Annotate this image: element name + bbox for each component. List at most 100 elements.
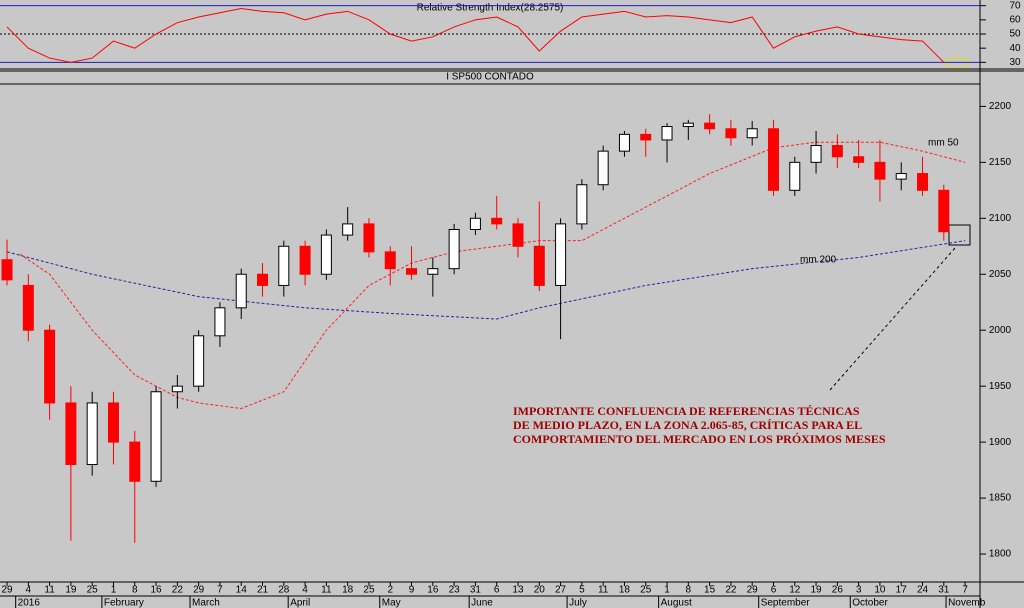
candle-body xyxy=(107,402,119,443)
candle-body xyxy=(746,128,758,139)
candle-body xyxy=(704,122,716,130)
x-tick-label: 2 xyxy=(387,585,393,596)
candle-body xyxy=(640,133,652,141)
month-label: March xyxy=(192,598,220,608)
x-tick-label: 21 xyxy=(257,585,269,596)
x-tick-label: 31 xyxy=(938,585,950,596)
candle-body xyxy=(853,156,865,163)
x-tick-label: 3 xyxy=(856,585,862,596)
candle-body xyxy=(320,234,332,275)
candle-body xyxy=(448,228,460,270)
x-tick-label: 18 xyxy=(619,585,631,596)
candle-body xyxy=(193,335,205,387)
candle-body xyxy=(682,122,694,128)
x-tick-label: 1 xyxy=(664,585,670,596)
rsi-line xyxy=(6,7,945,63)
month-label: Novemb xyxy=(948,598,986,608)
candle-body xyxy=(427,268,439,275)
y-tick-label: 1850 xyxy=(989,493,1012,504)
x-tick-label: 4 xyxy=(26,585,32,596)
y-tick-label: 2200 xyxy=(989,101,1012,112)
candle-body xyxy=(86,402,98,465)
candle-body xyxy=(895,173,907,180)
annotation: DE MEDIO PLAZO, EN LA ZONA 2.065-85, CRÍ… xyxy=(513,418,862,432)
candle-body xyxy=(597,150,609,186)
x-tick-label: 19 xyxy=(811,585,823,596)
month-label: October xyxy=(852,598,888,608)
month-label: May xyxy=(382,598,401,608)
x-tick-label: 18 xyxy=(342,585,354,596)
candle-body xyxy=(555,223,567,286)
candle-body xyxy=(831,145,843,158)
x-tick-label: 17 xyxy=(896,585,908,596)
highlight-box xyxy=(948,224,971,246)
x-tick-label: 19 xyxy=(65,585,77,596)
candle-body xyxy=(22,284,34,331)
x-tick-label: 10 xyxy=(874,585,886,596)
x-tick-label: 25 xyxy=(87,585,99,596)
candle-body xyxy=(917,173,929,191)
candle-body xyxy=(171,385,183,393)
month-label: September xyxy=(761,598,811,608)
month-label: February xyxy=(104,598,144,608)
x-tick-label: 29 xyxy=(193,585,205,596)
y-tick-label: 2050 xyxy=(989,269,1012,280)
month-label: April xyxy=(290,598,310,608)
x-tick-label: 25 xyxy=(363,585,375,596)
candle-body xyxy=(874,161,886,180)
x-tick-label: 14 xyxy=(236,585,248,596)
candle-body xyxy=(235,273,247,309)
rsi-tick-label: 40 xyxy=(1009,43,1021,54)
candle-body xyxy=(257,273,269,286)
rsi-tick-label: 50 xyxy=(1009,29,1021,40)
candle-body xyxy=(65,402,77,465)
candle-body xyxy=(278,245,290,286)
y-tick-label: 2150 xyxy=(989,157,1012,168)
candle-body xyxy=(661,126,673,141)
y-tick-label: 1900 xyxy=(989,437,1012,448)
x-tick-label: 11 xyxy=(598,585,609,596)
rsi-tick-label: 60 xyxy=(1009,14,1021,25)
candle-body xyxy=(789,161,801,191)
x-tick-label: 4 xyxy=(302,585,308,596)
x-tick-label: 24 xyxy=(917,585,929,596)
x-tick-label: 12 xyxy=(789,585,801,596)
x-tick-label: 16 xyxy=(150,585,162,596)
x-tick-label: 16 xyxy=(427,585,439,596)
candle-body xyxy=(576,184,588,225)
candle-body xyxy=(129,441,141,482)
x-tick-label: 7 xyxy=(217,585,223,596)
candle-body xyxy=(1,259,13,281)
candle-body xyxy=(512,223,524,247)
candle-body xyxy=(618,133,630,152)
y-tick-label: 2100 xyxy=(989,213,1012,224)
x-tick-label: 6 xyxy=(771,585,777,596)
x-tick-label: 22 xyxy=(172,585,184,596)
x-tick-label: 20 xyxy=(534,585,546,596)
month-label: 2016 xyxy=(18,598,41,608)
month-label: July xyxy=(569,598,587,608)
candle-body xyxy=(767,128,779,191)
x-tick-label: 31 xyxy=(470,585,482,596)
x-tick-label: 13 xyxy=(512,585,524,596)
annotation: COMPORTAMIENTO DEL MERCADO EN LOS PRÓXIM… xyxy=(513,432,886,446)
month-label: August xyxy=(661,598,692,608)
x-tick-label: 8 xyxy=(132,585,138,596)
overlay-label: mm 50 xyxy=(928,138,959,149)
rsi-highlight xyxy=(944,57,970,69)
candle-body xyxy=(491,217,503,225)
x-tick-label: 6 xyxy=(494,585,500,596)
x-tick-label: 1 xyxy=(111,585,117,596)
rsi-tick-label: 30 xyxy=(1009,57,1021,68)
x-tick-label: 7 xyxy=(962,585,968,596)
x-tick-label: 29 xyxy=(747,585,759,596)
overlay-label: mm 200 xyxy=(800,255,837,266)
rsi-tick-label: 70 xyxy=(1009,0,1021,11)
x-tick-label: 25 xyxy=(640,585,652,596)
rsi-title: Relative Strength Index(28.2575) xyxy=(417,3,564,14)
candle-body xyxy=(725,128,737,139)
month-label: June xyxy=(471,598,493,608)
chart-title: I SP500 CONTADO xyxy=(446,72,534,83)
candle-body xyxy=(214,307,226,337)
